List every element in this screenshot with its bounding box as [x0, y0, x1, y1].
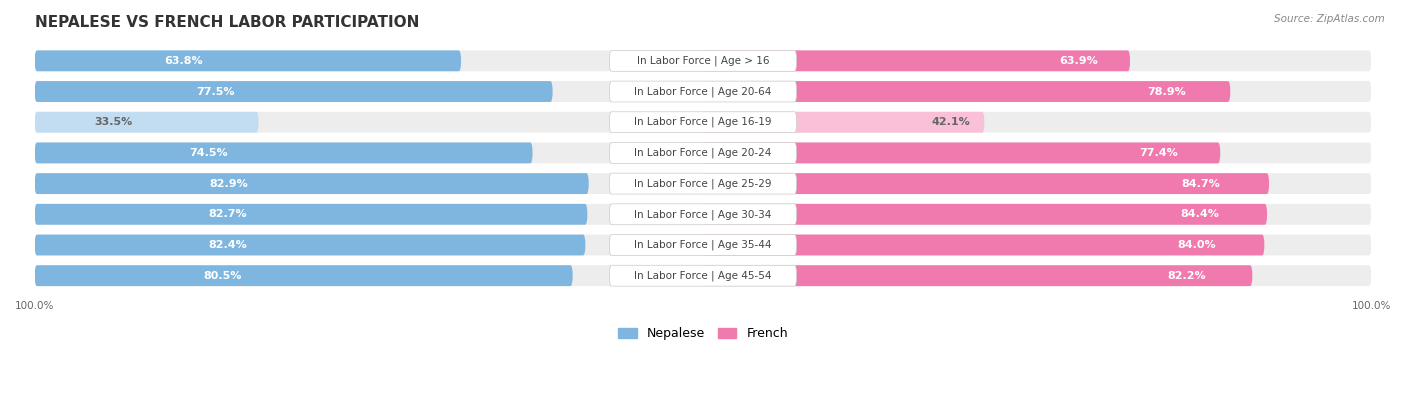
Text: 84.7%: 84.7%: [1182, 179, 1220, 188]
FancyBboxPatch shape: [609, 204, 797, 225]
FancyBboxPatch shape: [609, 143, 797, 164]
FancyBboxPatch shape: [35, 81, 1371, 102]
FancyBboxPatch shape: [703, 81, 1230, 102]
Text: In Labor Force | Age 20-64: In Labor Force | Age 20-64: [634, 86, 772, 97]
Text: 80.5%: 80.5%: [204, 271, 242, 281]
FancyBboxPatch shape: [609, 51, 797, 71]
Text: 82.4%: 82.4%: [208, 240, 247, 250]
FancyBboxPatch shape: [35, 235, 585, 256]
FancyBboxPatch shape: [703, 112, 984, 133]
FancyBboxPatch shape: [609, 112, 797, 133]
FancyBboxPatch shape: [35, 204, 588, 225]
Text: 82.9%: 82.9%: [209, 179, 247, 188]
FancyBboxPatch shape: [35, 112, 1371, 133]
Text: In Labor Force | Age 20-24: In Labor Force | Age 20-24: [634, 148, 772, 158]
FancyBboxPatch shape: [609, 81, 797, 102]
FancyBboxPatch shape: [35, 173, 1371, 194]
Text: 84.0%: 84.0%: [1178, 240, 1216, 250]
Text: 42.1%: 42.1%: [931, 117, 970, 127]
FancyBboxPatch shape: [703, 173, 1270, 194]
Text: 77.4%: 77.4%: [1139, 148, 1178, 158]
Text: 63.9%: 63.9%: [1060, 56, 1098, 66]
FancyBboxPatch shape: [703, 265, 1253, 286]
FancyBboxPatch shape: [35, 204, 1371, 225]
Text: In Labor Force | Age 16-19: In Labor Force | Age 16-19: [634, 117, 772, 128]
Text: In Labor Force | Age > 16: In Labor Force | Age > 16: [637, 56, 769, 66]
FancyBboxPatch shape: [609, 235, 797, 256]
FancyBboxPatch shape: [35, 51, 461, 71]
Text: 84.4%: 84.4%: [1180, 209, 1219, 219]
Text: In Labor Force | Age 25-29: In Labor Force | Age 25-29: [634, 179, 772, 189]
Text: 77.5%: 77.5%: [197, 87, 235, 96]
FancyBboxPatch shape: [35, 265, 572, 286]
FancyBboxPatch shape: [703, 204, 1267, 225]
FancyBboxPatch shape: [609, 265, 797, 286]
Text: In Labor Force | Age 30-34: In Labor Force | Age 30-34: [634, 209, 772, 220]
FancyBboxPatch shape: [35, 81, 553, 102]
Text: In Labor Force | Age 35-44: In Labor Force | Age 35-44: [634, 240, 772, 250]
FancyBboxPatch shape: [35, 173, 589, 194]
Text: In Labor Force | Age 45-54: In Labor Force | Age 45-54: [634, 271, 772, 281]
FancyBboxPatch shape: [609, 173, 797, 194]
Text: 82.2%: 82.2%: [1167, 271, 1206, 281]
FancyBboxPatch shape: [35, 51, 1371, 71]
Text: 82.7%: 82.7%: [209, 209, 247, 219]
Text: 78.9%: 78.9%: [1147, 87, 1187, 96]
FancyBboxPatch shape: [35, 235, 1371, 256]
Text: Source: ZipAtlas.com: Source: ZipAtlas.com: [1274, 14, 1385, 24]
FancyBboxPatch shape: [703, 143, 1220, 164]
FancyBboxPatch shape: [35, 143, 533, 164]
Text: 74.5%: 74.5%: [190, 148, 228, 158]
Text: 63.8%: 63.8%: [165, 56, 204, 66]
Text: NEPALESE VS FRENCH LABOR PARTICIPATION: NEPALESE VS FRENCH LABOR PARTICIPATION: [35, 15, 419, 30]
Text: 33.5%: 33.5%: [94, 117, 132, 127]
FancyBboxPatch shape: [35, 265, 1371, 286]
FancyBboxPatch shape: [703, 235, 1264, 256]
FancyBboxPatch shape: [35, 143, 1371, 164]
FancyBboxPatch shape: [35, 112, 259, 133]
Legend: Nepalese, French: Nepalese, French: [613, 322, 793, 346]
FancyBboxPatch shape: [703, 51, 1130, 71]
